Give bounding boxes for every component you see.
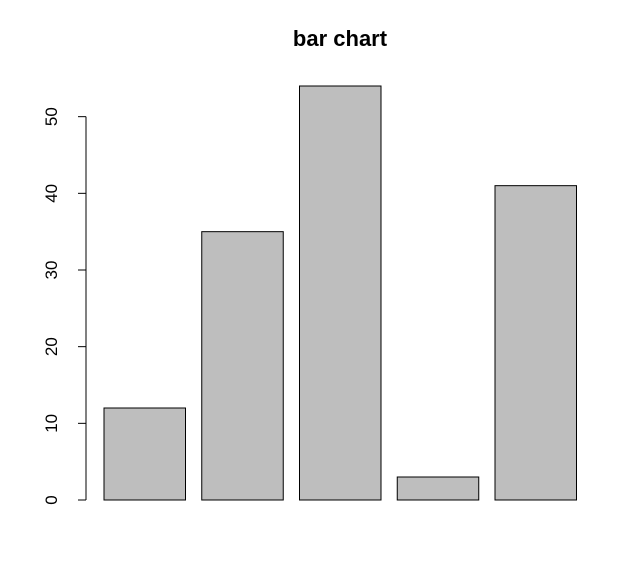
- bars: [103, 85, 577, 501]
- bar: [396, 476, 480, 501]
- y-tick-label: 0: [42, 495, 61, 504]
- chart-title: bar chart: [293, 26, 388, 51]
- bar: [201, 231, 284, 501]
- y-tick-label: 30: [42, 261, 61, 280]
- bar: [103, 407, 186, 501]
- y-tick-label: 20: [42, 337, 61, 356]
- y-tick-label: 40: [42, 184, 61, 203]
- y-axis: 0 10 20 30 40 50: [42, 107, 87, 505]
- bar: [299, 85, 382, 501]
- bar: [494, 185, 577, 501]
- y-tick-label: 50: [42, 107, 61, 126]
- y-tick-label: 10: [42, 414, 61, 433]
